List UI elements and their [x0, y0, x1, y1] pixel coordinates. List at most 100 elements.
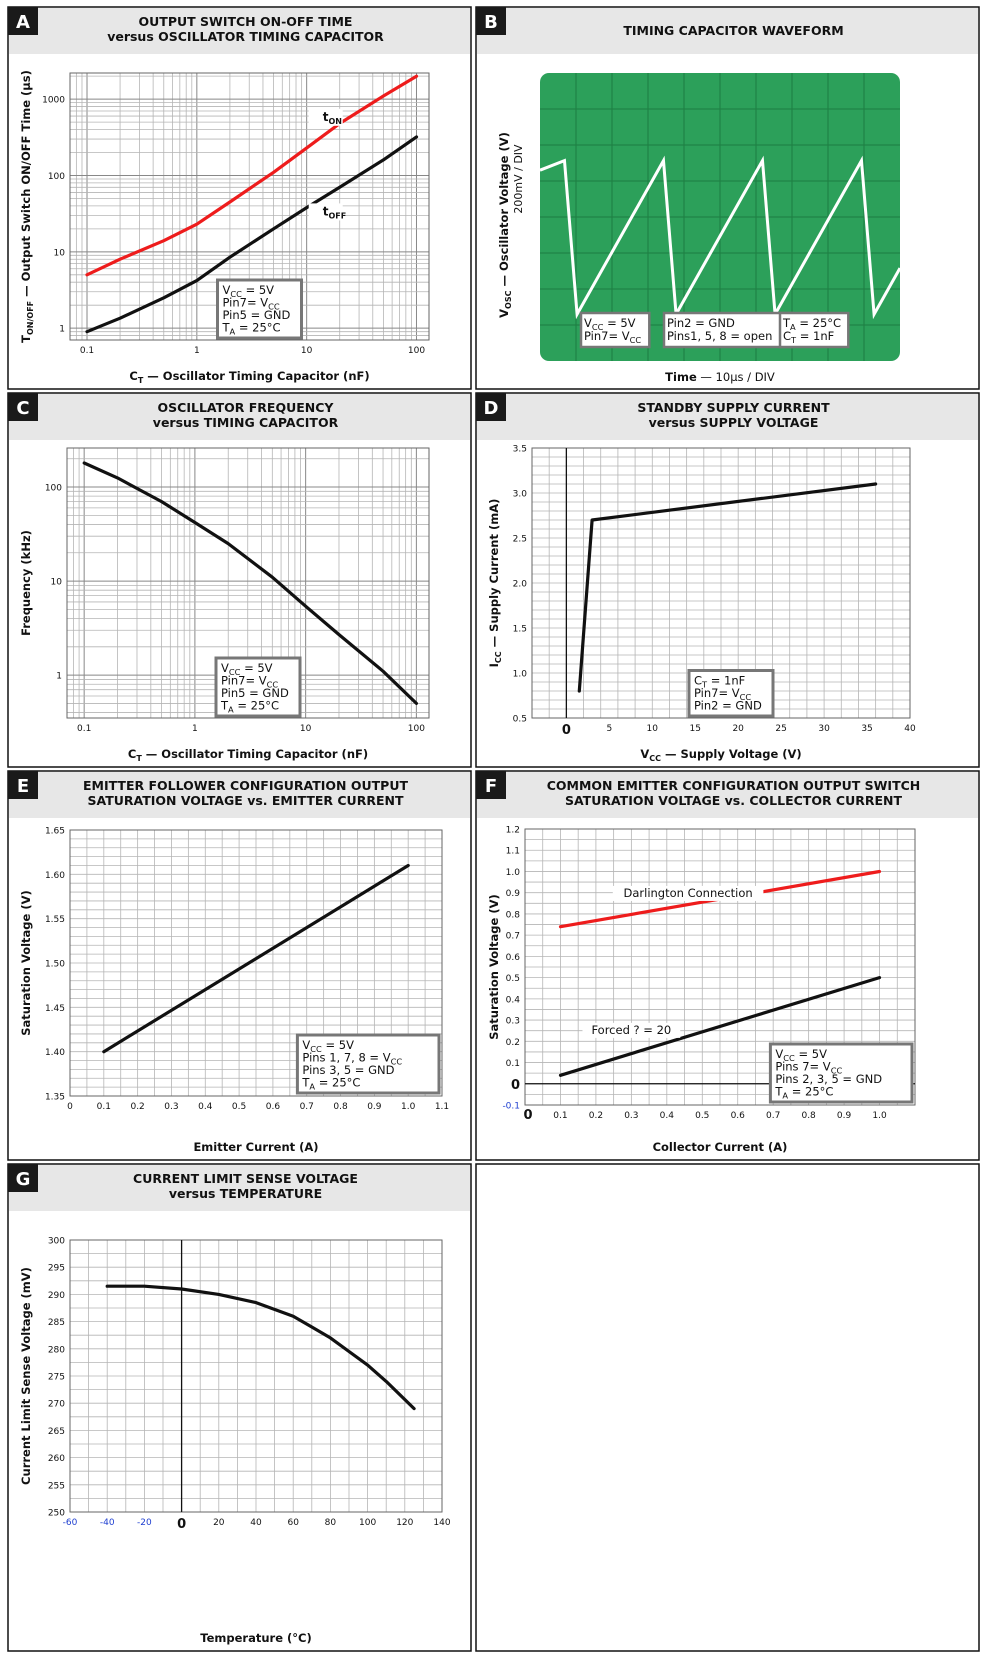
x-tick-label: 0.6	[731, 1111, 746, 1121]
x-tick-label: 0.3	[164, 1102, 178, 1112]
x-tick-label: 0.9	[837, 1111, 852, 1121]
x-tick-label: 35	[861, 724, 872, 734]
x-tick-label: 80	[325, 1518, 337, 1528]
panel-border	[7, 770, 472, 1161]
panel-letter-badge	[8, 393, 38, 421]
x-tick-label: 140	[433, 1518, 450, 1528]
grid	[69, 1239, 443, 1513]
chart-title-line: versus TEMPERATURE	[169, 1186, 322, 1201]
panel-letter: D	[484, 398, 499, 419]
y-axis-label: Saturation Voltage (V)	[487, 894, 501, 1040]
y-tick-label: 1	[56, 672, 62, 682]
legend-line: Pin7= VCC​	[223, 296, 280, 312]
y-tick-label: 260	[48, 1454, 65, 1464]
panel-letter: C	[16, 398, 29, 419]
series-line	[558, 976, 882, 1077]
legend-line: Pin7= VCC​	[221, 674, 278, 690]
y-tick-label: 0.5	[513, 715, 527, 725]
y-tick-label: 0.5	[506, 974, 520, 984]
legend-line: Pin5 = GND	[221, 686, 289, 700]
panel-letter: A	[16, 12, 30, 33]
scope-info-line: Pins1, 5, 8 = open	[667, 329, 772, 343]
y-tick-label: 1.2	[506, 826, 520, 836]
y-tick-label: 255	[48, 1481, 65, 1491]
curve-label: tON	[323, 110, 342, 126]
x-tick-label: 40	[250, 1518, 262, 1528]
y-tick-label: 2.5	[513, 535, 527, 545]
chart-title-line: CURRENT LIMIT SENSE VOLTAGE	[133, 1171, 358, 1186]
y-tick-label: 0.1	[506, 1059, 520, 1069]
x-axis-label: Emitter Current (A)	[193, 1140, 318, 1154]
panel-border	[7, 1163, 472, 1652]
x-tick-label: 1.0	[872, 1111, 887, 1121]
x-tick-label: 0.1	[97, 1102, 111, 1112]
series-line	[82, 461, 418, 705]
series-line	[105, 1284, 416, 1411]
y-tick-label: 270	[48, 1400, 65, 1410]
x-axis-label: Time — 10µs / DIV	[665, 370, 775, 384]
y-axis-label: Frequency (kHz)	[19, 530, 33, 636]
title-band	[477, 394, 978, 440]
y-tick-label: 300	[48, 1237, 65, 1247]
plot-frame	[524, 828, 916, 1106]
x-tick-label: 0.1	[80, 346, 94, 356]
title-band	[9, 394, 470, 440]
panel-letter: F	[485, 776, 497, 797]
curve-label: Forced ? = 20	[591, 1023, 671, 1037]
x-tick-label: 0.5	[695, 1111, 709, 1121]
x-tick-label: 0.7	[766, 1111, 780, 1121]
x-tick-label: 0	[177, 1517, 186, 1532]
x-tick-label: 20	[213, 1518, 225, 1528]
series-line	[102, 863, 410, 1054]
panel-letter: B	[484, 12, 498, 33]
y-tick-label: 1.60	[45, 871, 65, 881]
chart-title-line: SATURATION VOLTAGE vs. EMITTER CURRENT	[88, 793, 404, 808]
panel-letter-badge	[8, 7, 38, 35]
panel-letter-badge	[8, 771, 38, 799]
y-tick-label: 285	[48, 1318, 65, 1328]
chart-title-line: TIMING CAPACITOR WAVEFORM	[623, 23, 843, 38]
curve-label-bg	[308, 108, 343, 126]
panel-letter-badge	[476, 771, 506, 799]
x-tick-label: 1	[194, 346, 200, 356]
scope-info-line: Pin7= VCC​	[584, 329, 641, 345]
legend-box	[216, 278, 303, 340]
x-zero-label: 0	[523, 1108, 532, 1123]
x-tick-label: 0.1	[553, 1111, 567, 1121]
title-band	[9, 772, 470, 818]
scope-info-line: TA​ = 25°C	[782, 316, 841, 332]
y-tick-label: 1.35	[45, 1093, 65, 1103]
x-tick-label: 10	[300, 724, 312, 734]
y-axis-label: Current Limit Sense Voltage (mV)	[19, 1267, 33, 1485]
title-band	[477, 8, 978, 54]
chart-title-line: versus OSCILLATOR TIMING CAPACITOR	[107, 29, 384, 44]
y-tick-label: 1.0	[513, 670, 528, 680]
x-tick-label: 0	[562, 723, 571, 738]
chart-title-line: STANDBY SUPPLY CURRENT	[637, 400, 830, 415]
y-tick-label: 0.8	[506, 910, 521, 920]
y-tick-label: 1.5	[513, 625, 527, 635]
empty-panel	[475, 1163, 980, 1652]
y-tick-label: 0.4	[506, 995, 521, 1005]
legend-line: Pins 3, 5 = GND	[302, 1063, 394, 1077]
x-tick-label: 30	[818, 724, 830, 734]
x-tick-label: 0.2	[130, 1102, 144, 1112]
chart-title-line: OSCILLATOR FREQUENCY	[158, 400, 335, 415]
grid	[66, 448, 429, 718]
panel-letter: G	[16, 1169, 31, 1190]
x-tick-label: 100	[408, 346, 425, 356]
y-tick-label: 3.5	[513, 445, 527, 455]
x-tick-label: 1.0	[401, 1102, 416, 1112]
y-tick-label: 3.0	[513, 490, 528, 500]
x-tick-label: 15	[690, 724, 701, 734]
plot-frame	[69, 72, 430, 341]
x-tick-label: 0.2	[589, 1111, 603, 1121]
y-tick-label: 0.2	[506, 1038, 520, 1048]
panel-letter: E	[17, 776, 29, 797]
y-tick-label: -0.1	[502, 1102, 520, 1112]
grid	[531, 447, 911, 719]
y-tick-label: 280	[48, 1345, 65, 1355]
legend-box	[687, 669, 775, 718]
